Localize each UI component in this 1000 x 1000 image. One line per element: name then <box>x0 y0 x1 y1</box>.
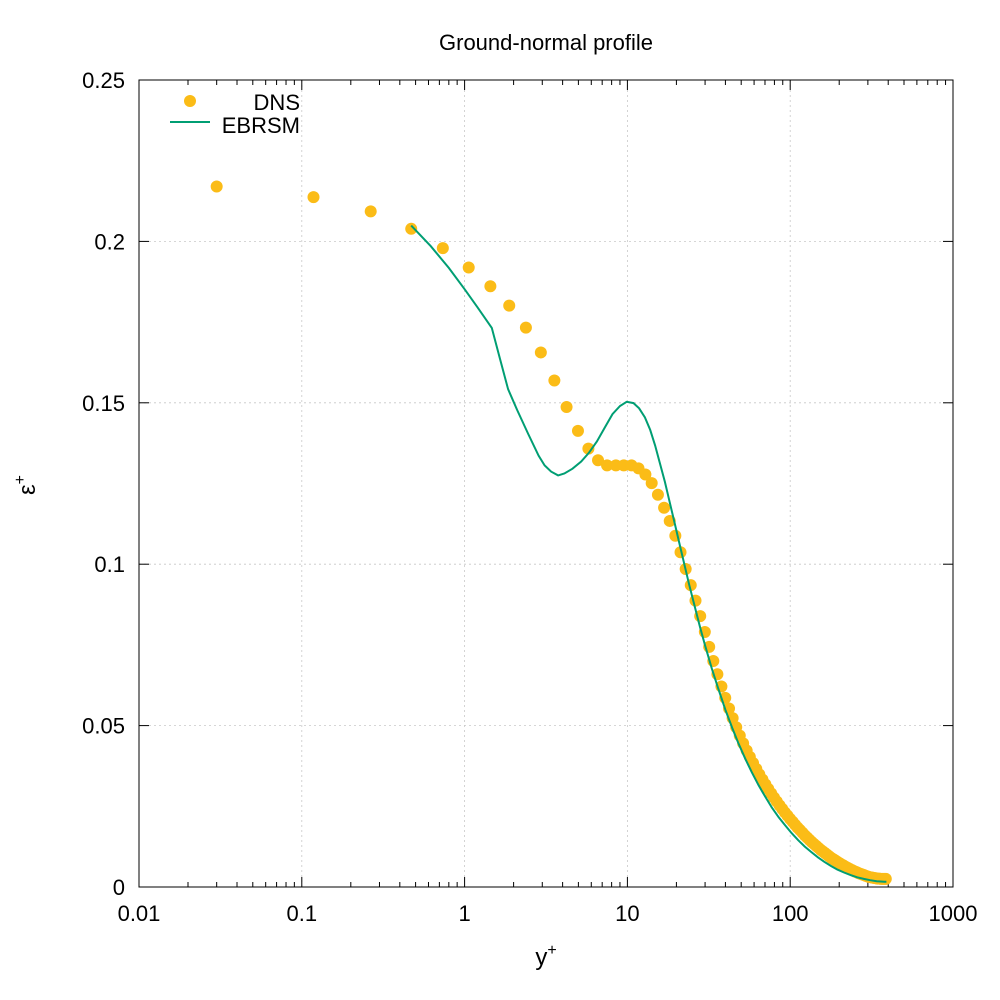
series-line <box>410 224 887 883</box>
y-tick-label: 0 <box>113 875 125 900</box>
y-tick-label: 0.25 <box>82 68 125 93</box>
data-point <box>879 872 892 885</box>
axes: 0.01 0.1 1 10 100 1000 0 0.05 0.1 0.15 0.2 0.25 <box>82 68 977 926</box>
data-point <box>534 346 547 359</box>
legend-item-ebrsm: EBRSM <box>170 113 300 138</box>
data-point <box>307 191 320 204</box>
y-axis-label-superscript: + <box>12 475 29 484</box>
data-point <box>582 442 595 455</box>
y-axis-label-base: ε <box>14 484 41 495</box>
data-point <box>592 454 605 467</box>
x-axis-label: y+ <box>535 942 556 971</box>
x-axis-label-superscript: + <box>547 942 556 959</box>
data-point <box>651 488 664 501</box>
x-tick-label: 1 <box>458 901 470 926</box>
data-point <box>560 400 573 413</box>
y-tick-label: 0.15 <box>82 391 125 416</box>
plot-border <box>138 79 954 888</box>
data-point <box>658 501 671 514</box>
x-tick-label: 0.01 <box>118 901 161 926</box>
chart-title: Ground-normal profile <box>439 30 653 55</box>
x-tick-label: 10 <box>615 901 639 926</box>
y-axis-label: ε+ <box>12 475 41 495</box>
data-point <box>484 280 497 293</box>
data-point <box>436 242 449 255</box>
data-point <box>571 424 584 437</box>
plot-area <box>138 79 954 888</box>
series-layer <box>210 180 892 885</box>
x-tick-label: 0.1 <box>287 901 318 926</box>
data-point <box>601 459 614 472</box>
data-point <box>462 261 475 274</box>
legend-label: EBRSM <box>222 113 300 138</box>
data-point <box>364 205 377 218</box>
data-point <box>519 321 532 334</box>
data-point <box>639 468 652 481</box>
legend-label: DNS <box>254 90 300 115</box>
y-tick-label: 0.05 <box>82 714 125 739</box>
data-point <box>645 477 658 490</box>
legend-item-dns: DNS <box>184 90 300 115</box>
grid <box>139 80 953 887</box>
x-tick-label: 100 <box>772 901 809 926</box>
y-tick-label: 0.2 <box>94 229 125 254</box>
series-ebrsm <box>410 224 887 883</box>
data-point <box>548 374 561 387</box>
x-axis-label-base: y <box>535 944 547 971</box>
y-tick-label: 0.1 <box>94 552 125 577</box>
data-point <box>405 222 418 235</box>
legend-marker <box>184 95 196 107</box>
data-point <box>503 299 516 312</box>
data-point <box>210 180 223 193</box>
x-tick-label: 1000 <box>929 901 978 926</box>
